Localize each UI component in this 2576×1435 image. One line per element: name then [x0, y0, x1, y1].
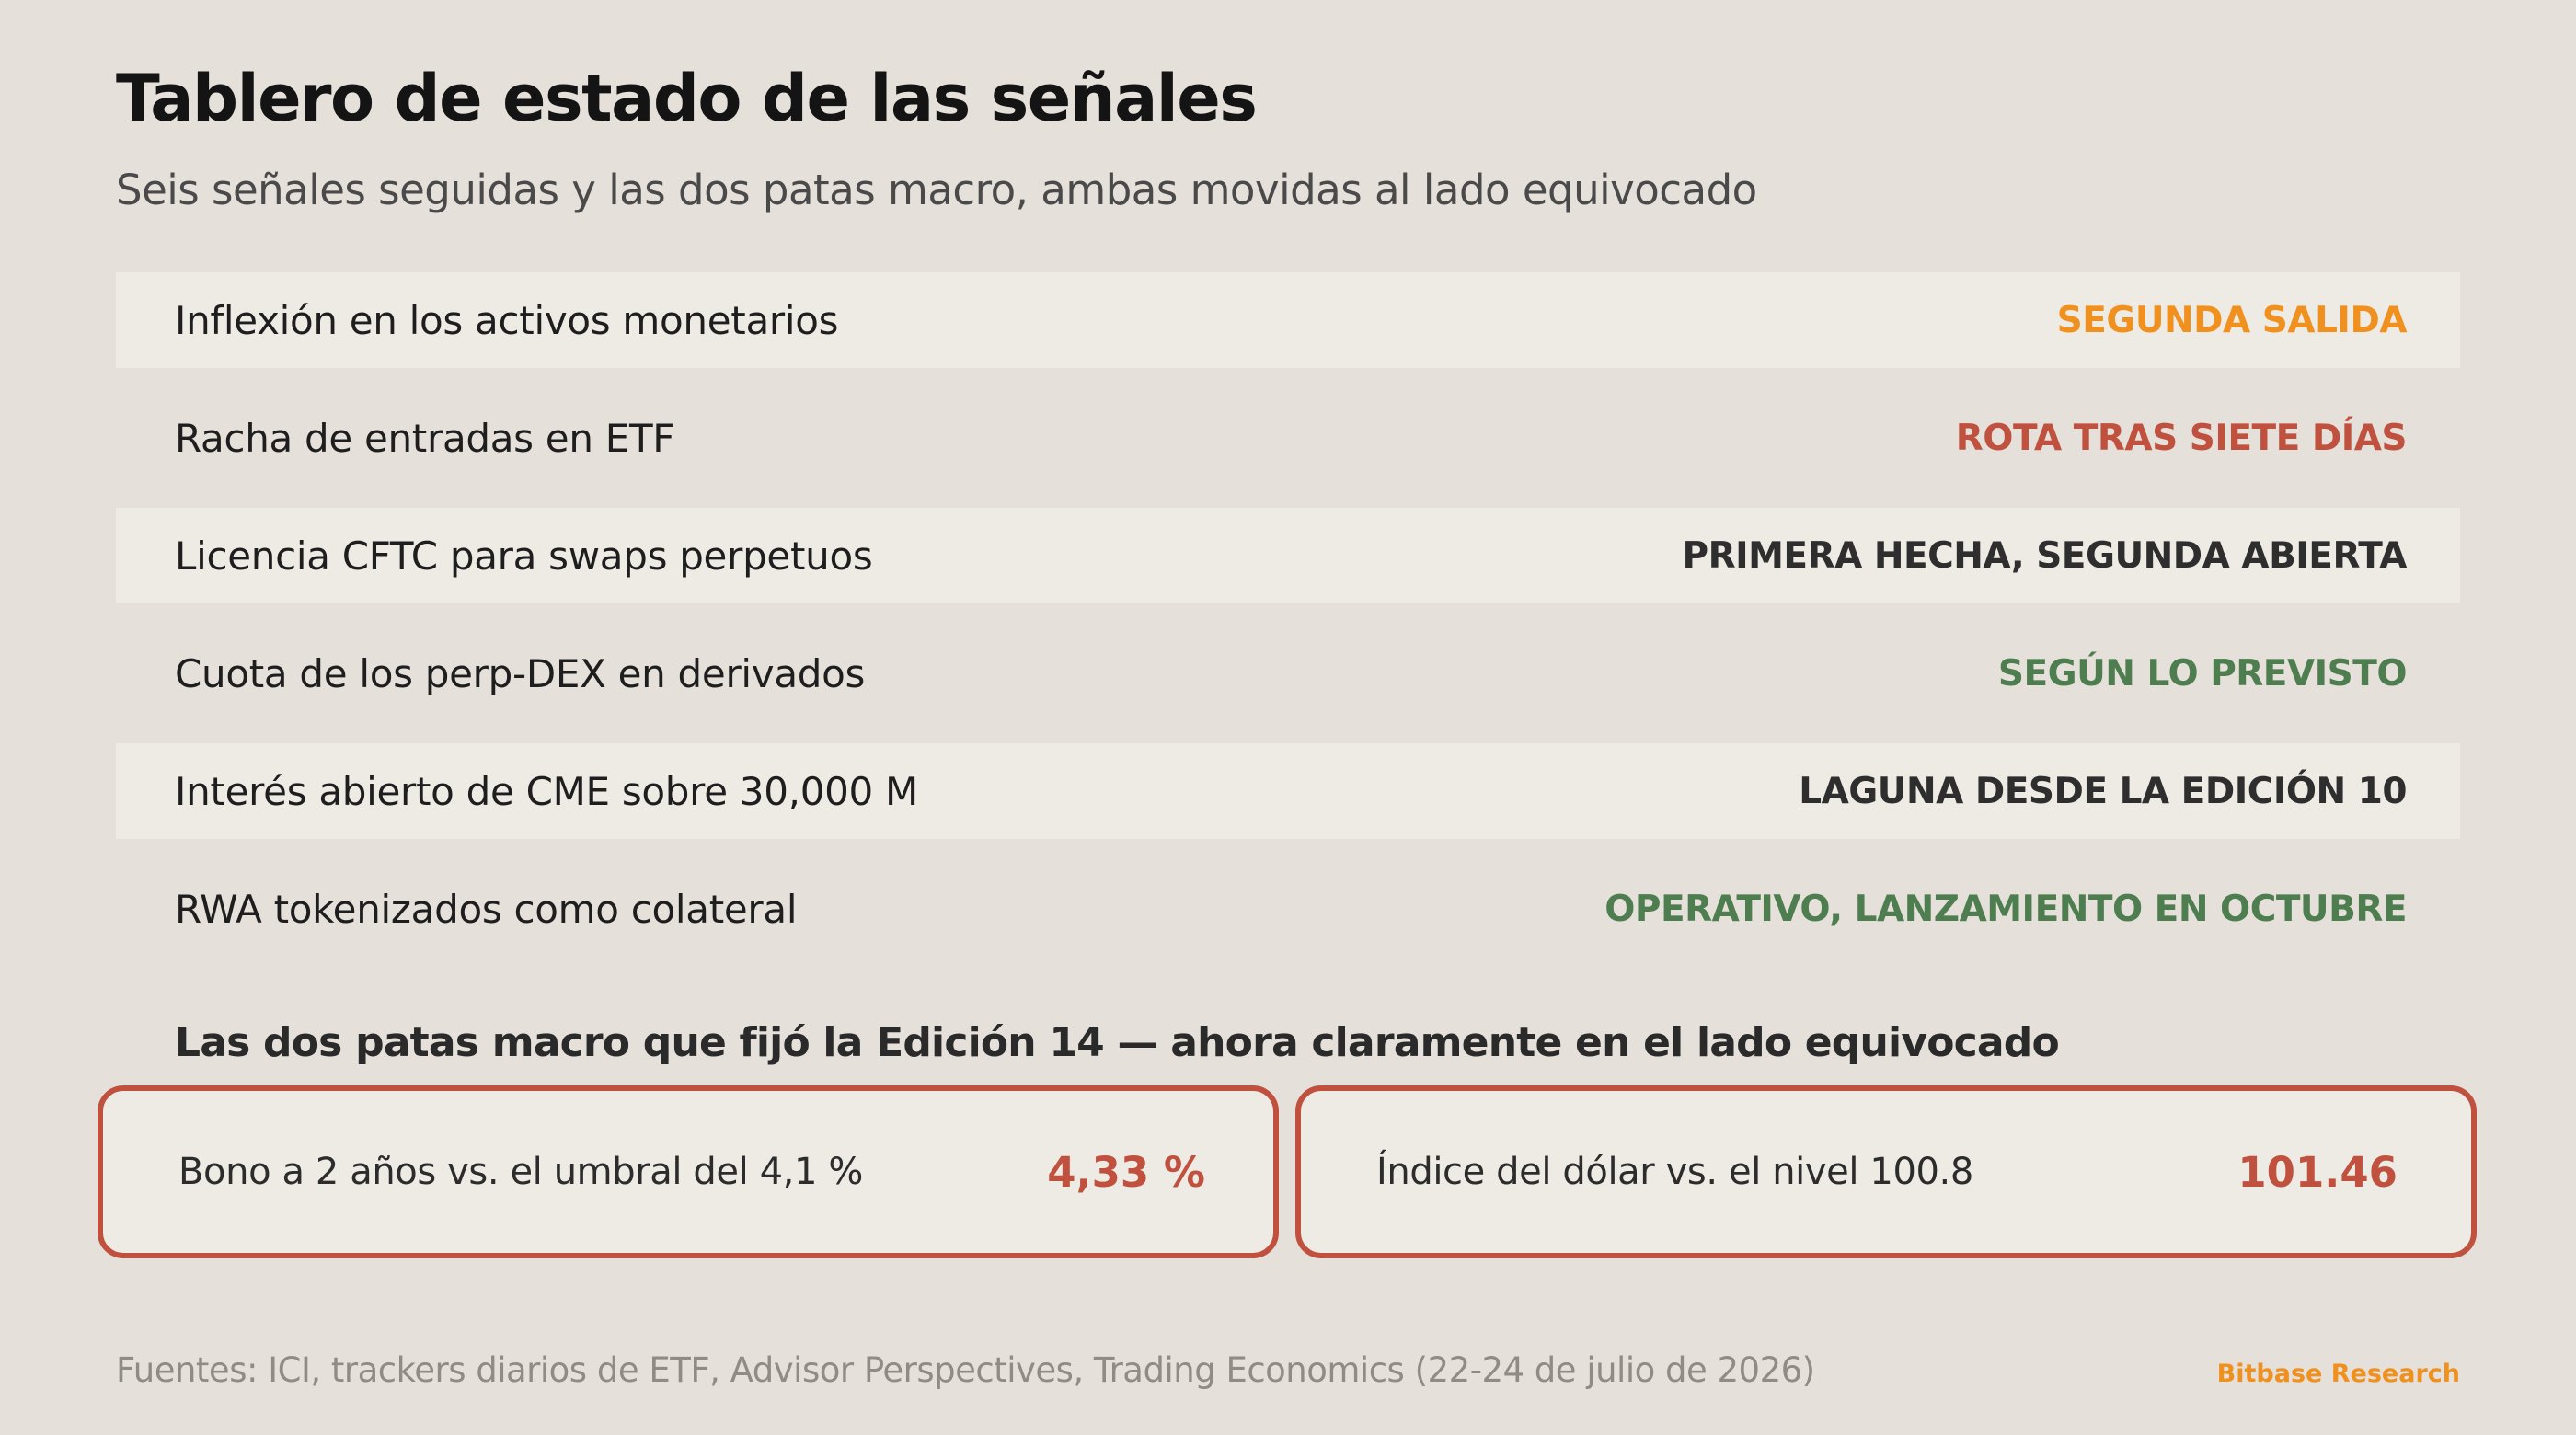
macro-card-dollar-index: Índice del dólar vs. el nivel 100.8 101.…: [1295, 1085, 2477, 1258]
signal-row-monetary-assets: Inflexión en los activos monetarios SEGU…: [116, 272, 2460, 368]
macro-value: 101.46: [2237, 1147, 2398, 1197]
signal-label: Cuota de los perp-DEX en derivados: [175, 650, 866, 696]
page-title: Tablero de estado de las señales: [116, 61, 1258, 136]
footer-sources: Fuentes: ICI, trackers diarios de ETF, A…: [116, 1350, 1815, 1390]
macro-section-heading: Las dos patas macro que fijó la Edición …: [175, 1019, 2060, 1066]
signal-status: PRIMERA HECHA, SEGUNDA ABIERTA: [1682, 534, 2408, 577]
signal-label: RWA tokenizados como colateral: [175, 886, 798, 932]
signal-row-cme-open-interest: Interés abierto de CME sobre 30,000 M LA…: [116, 743, 2460, 839]
signal-status: LAGUNA DESDE LA EDICIÓN 10: [1799, 770, 2407, 812]
macro-card-two-year-bond: Bono a 2 años vs. el umbral del 4,1 % 4,…: [98, 1085, 1279, 1258]
signal-status: SEGÚN LO PREVISTO: [1997, 652, 2408, 695]
signal-label: Interés abierto de CME sobre 30,000 M: [175, 768, 918, 814]
macro-label: Índice del dólar vs. el nivel 100.8: [1376, 1151, 1973, 1193]
macro-value: 4,33 %: [1047, 1147, 1205, 1197]
signal-row-tokenized-rwa: RWA tokenizados como colateral OPERATIVO…: [116, 861, 2460, 957]
signal-label: Licencia CFTC para swaps perpetuos: [175, 533, 873, 579]
signal-status: OPERATIVO, LANZAMIENTO EN OCTUBRE: [1604, 888, 2407, 930]
signal-status: ROTA TRAS SIETE DÍAS: [1955, 417, 2408, 459]
page-subtitle: Seis señales seguidas y las dos patas ma…: [116, 166, 1757, 214]
signal-label: Racha de entradas en ETF: [175, 415, 675, 461]
signal-status: SEGUNDA SALIDA: [2056, 299, 2408, 341]
macro-label: Bono a 2 años vs. el umbral del 4,1 %: [178, 1151, 863, 1193]
signal-row-perp-dex-share: Cuota de los perp-DEX en derivados SEGÚN…: [116, 626, 2460, 721]
signal-list: Inflexión en los activos monetarios SEGU…: [116, 272, 2460, 979]
signal-label: Inflexión en los activos monetarios: [175, 297, 839, 343]
brand-logo-text: Bitbase Research: [2216, 1360, 2460, 1388]
signal-row-etf-inflows: Racha de entradas en ETF ROTA TRAS SIETE…: [116, 390, 2460, 486]
signal-row-cftc-license: Licencia CFTC para swaps perpetuos PRIME…: [116, 508, 2460, 603]
